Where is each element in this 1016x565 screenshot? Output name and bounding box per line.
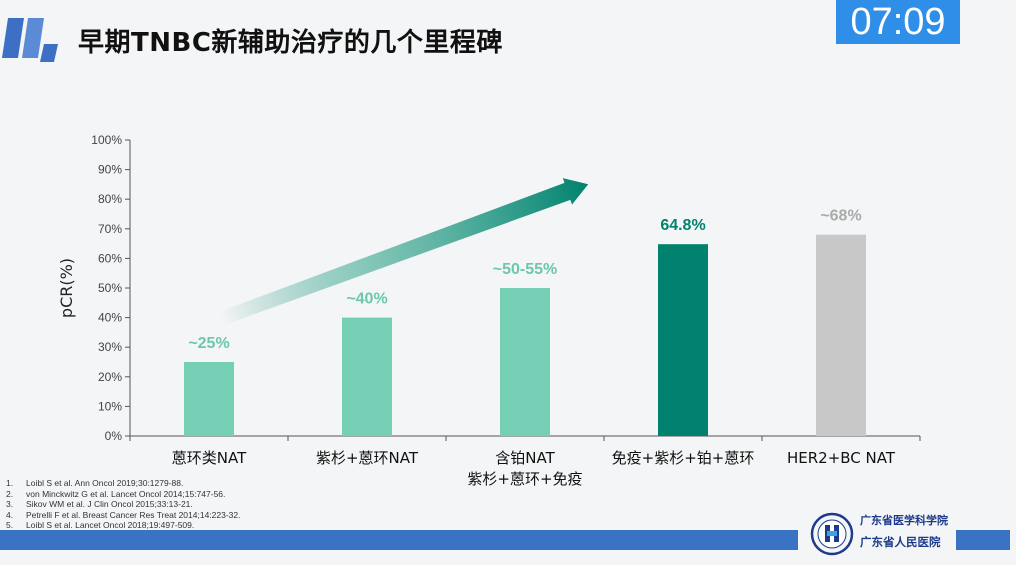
title-accent-icon [2,18,58,62]
y-tick-label: 20% [98,370,122,384]
category-label: HER2+BC NAT [787,449,896,467]
bar [816,234,866,436]
reference-number: 5. [6,520,14,531]
reference-text: Loibl S et al. Lancet Oncol 2018;19:497-… [26,520,195,531]
y-tick-label: 60% [98,251,122,265]
reference-number: 4. [6,509,14,520]
y-tick-label: 40% [98,311,122,325]
category-label: 含铂NAT [495,449,555,467]
reference-item: 4. Petrelli F et al. Breast Cancer Res Tr… [6,510,241,521]
category-label: 紫杉+蒽环+免疫 [467,470,582,488]
hospital-logo-icon [810,512,854,556]
y-tick-label: 50% [98,281,122,295]
reference-item: 3. Sikov WM et al. J Clin Oncol 2015;33:1… [6,499,241,510]
y-tick-label: 0% [105,429,123,443]
institution-name-1: 广东省医学科学院 [860,514,948,527]
reference-item: 2. von Minckwitz G et al. Lancet Oncol 20… [6,489,241,500]
y-tick-label: 100% [91,133,122,147]
bar-value-label: ~68% [820,208,861,225]
trend-arrow-shape [219,178,589,326]
bar-value-label: 64.8% [660,217,705,234]
y-tick-label: 70% [98,222,122,236]
bar [500,288,550,436]
y-axis-title: pCR(%) [57,258,76,318]
bar-value-label: ~50-55% [493,261,558,278]
bar [658,244,708,436]
footer-bar-right [956,530,1010,550]
reference-text: Loibl S et al. Ann Oncol 2019;30:1279-88… [26,478,184,488]
reference-text: Sikov WM et al. J Clin Oncol 2015;33:13-… [26,499,193,510]
reference-item: 5. Loibl S et al. Lancet Oncol 2018;19:49… [6,520,241,531]
reference-number: 2. [6,488,14,499]
reference-number: 3. [6,499,14,510]
reference-text: von Minckwitz G et al. Lancet Oncol 2014… [26,488,226,499]
bar [342,317,392,436]
category-label: 紫杉+蒽环NAT [316,449,419,467]
countdown-timer: 07:09 [836,0,960,44]
y-tick-label: 10% [98,399,122,413]
y-tick-label: 90% [98,163,122,177]
reference-number: 1. [6,478,14,488]
category-label: 蒽环类NAT [172,449,247,467]
y-tick-label: 30% [98,340,122,354]
bar-value-label: ~40% [346,291,387,308]
reference-item: 1. Loibl S et al. Ann Oncol 2019;30:1279-… [6,478,241,489]
category-label: 免疫+紫杉+铂+蒽环 [612,449,755,467]
y-tick-label: 80% [98,192,122,206]
institution-name-2: 广东省人民医院 [860,535,941,549]
references-list: 1. Loibl S et al. Ann Oncol 2019;30:1279-… [6,478,241,531]
bar [184,362,234,436]
footer-bar-left [0,530,798,550]
trend-arrow [219,178,589,326]
bar-value-label: ~25% [188,335,229,352]
page-title: 早期TNBC新辅助治疗的几个里程碑 [78,28,503,58]
reference-text: Petrelli F et al. Breast Cancer Res Trea… [26,509,241,520]
